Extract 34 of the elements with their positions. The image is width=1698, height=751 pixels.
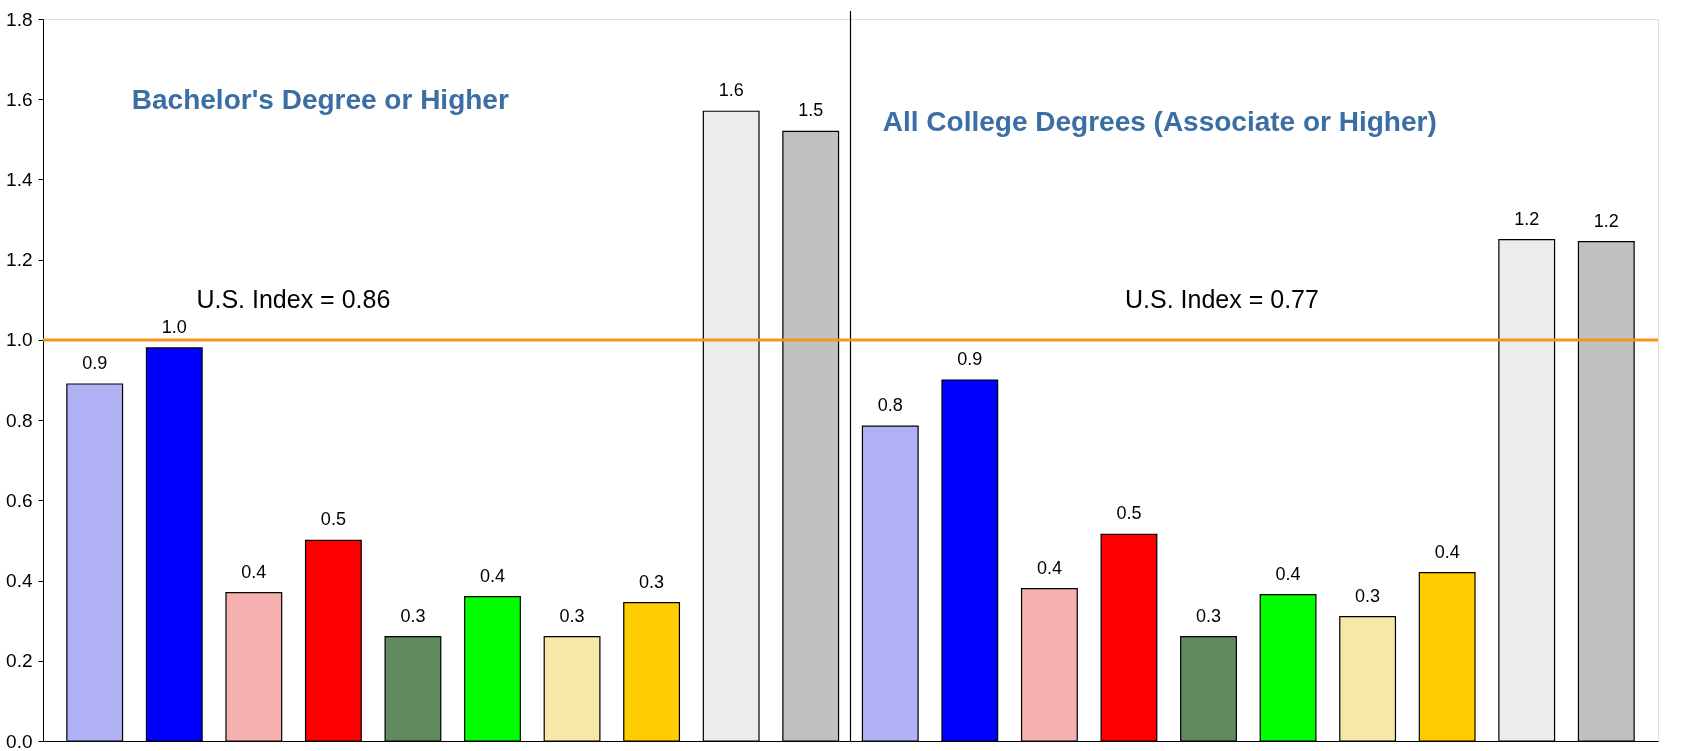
y-tick-label: 0.8	[6, 409, 33, 431]
data-label: 0.3	[559, 605, 585, 626]
data-label: 1.2	[1593, 210, 1619, 231]
data-label: 0.4	[1434, 541, 1460, 562]
y-tick-label: 1.8	[6, 8, 33, 30]
data-label: 0.4	[1036, 557, 1062, 578]
y-tick-label: 0.4	[6, 570, 33, 592]
data-label: 0.4	[479, 565, 506, 586]
data-label: 0.5	[320, 509, 346, 530]
data-label: 0.3	[639, 571, 665, 592]
y-tick-label: 1.4	[6, 168, 33, 190]
data-label: 0.8	[877, 395, 903, 416]
data-label: 1.5	[798, 100, 824, 121]
data-label: 0.5	[1116, 503, 1142, 524]
data-label: 0.9	[957, 349, 983, 369]
data-label: 1.6	[718, 80, 744, 101]
data-label: 0.3	[1195, 605, 1222, 626]
data-label: 0.3	[400, 605, 426, 626]
data-label: 1.0	[161, 316, 187, 337]
y-tick-label: 0.0	[6, 730, 33, 751]
data-label: 0.9	[82, 353, 108, 374]
data-label: 0.4	[1275, 563, 1301, 584]
y-tick-label: 0.6	[6, 489, 33, 511]
y-tick-label: 1.0	[6, 329, 33, 351]
y-tick-label: 1.6	[6, 88, 33, 110]
annotation: U.S. Index = 0.86	[196, 284, 391, 313]
y-tick-label: 0.2	[6, 650, 33, 672]
annotation: U.S. Index = 0.77	[1125, 284, 1319, 313]
data-label: 0.3	[1355, 585, 1381, 606]
text: Bachelor's Degree or Higher	[131, 84, 509, 115]
y-tick-label: 1.2	[6, 249, 33, 271]
data-label: 1.2	[1514, 208, 1540, 229]
data-label: 0.4	[241, 561, 267, 582]
text: All College Degrees (Associate or Higher)	[882, 106, 1437, 137]
